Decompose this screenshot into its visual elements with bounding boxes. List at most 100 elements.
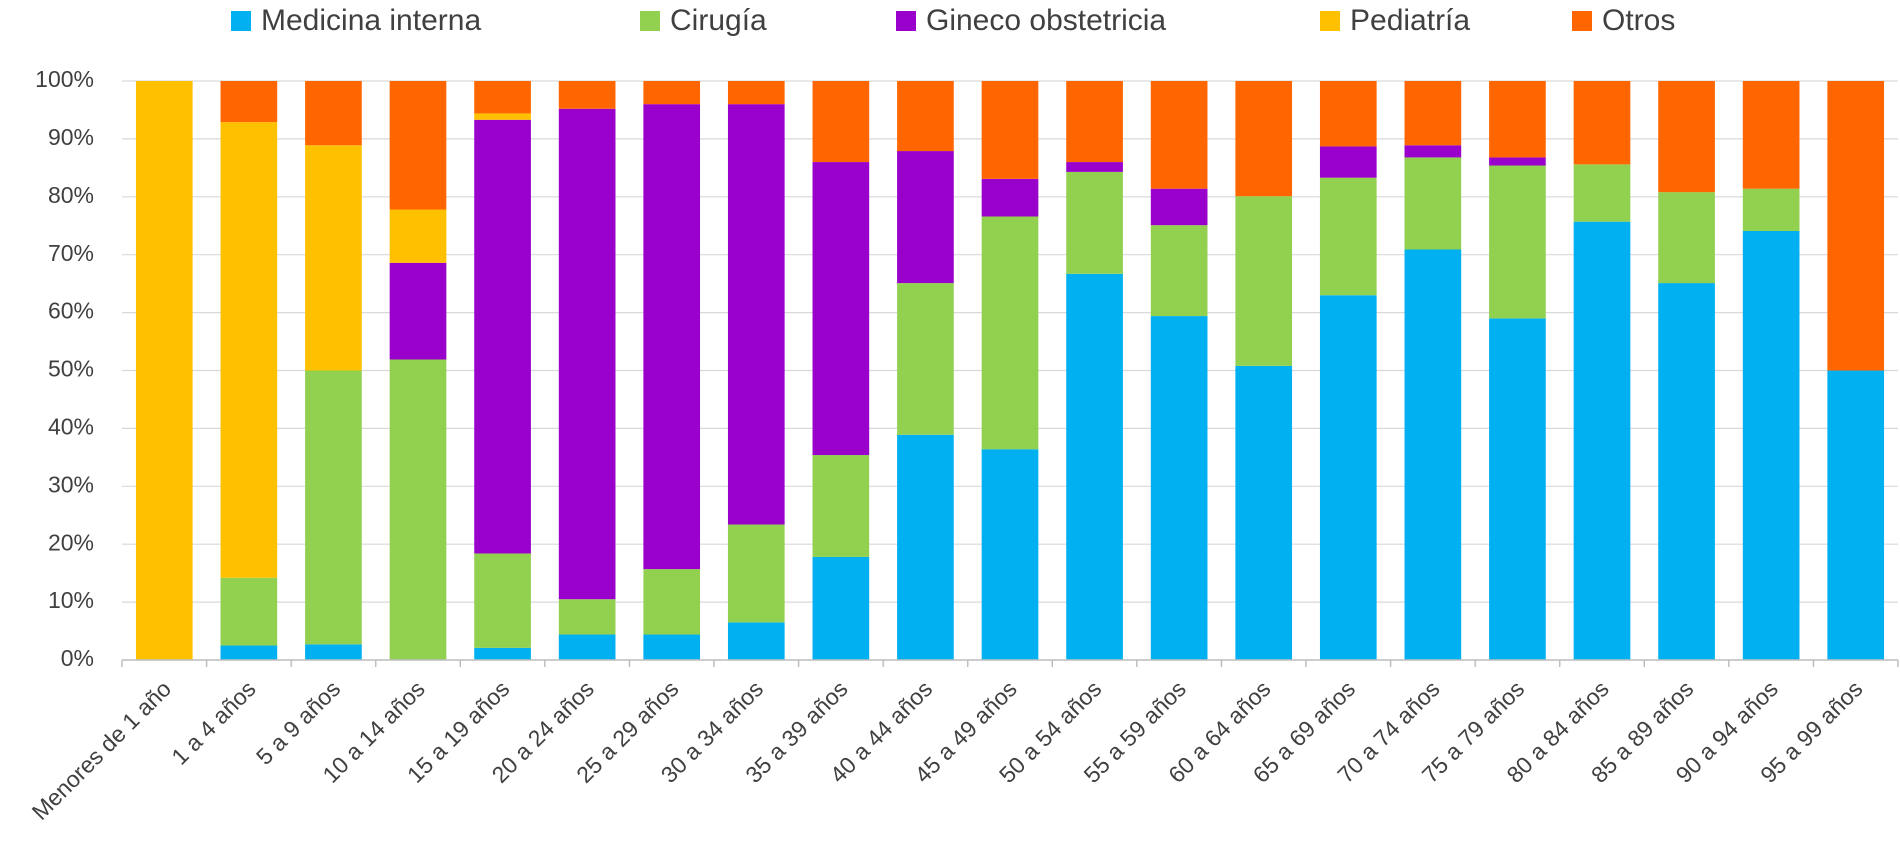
legend-swatch [1572,11,1592,31]
bar-segment [1319,177,1377,296]
bar-segment [812,556,870,660]
bar-segment [1066,81,1123,163]
bar-segment [389,81,447,210]
bar-segment [812,81,870,163]
bar-segment [220,645,278,660]
bar-segment [1573,81,1631,165]
bar-segment [643,81,701,105]
bar-segment [897,283,954,435]
bar-segment [981,449,1039,660]
bar-segment [558,81,616,109]
bar-segment [1235,81,1293,197]
bar-segment [558,599,616,635]
bar-segment [981,81,1039,179]
bar-segment [558,108,616,600]
bar-segment [474,81,531,114]
bar-segment [1150,225,1208,317]
y-tick-label: 40% [48,413,94,439]
bar-segment [812,455,870,557]
bar-segment [1066,273,1123,660]
bar-segment [1742,188,1800,231]
bar-segment [1489,318,1546,660]
y-tick-label: 90% [48,124,94,150]
bar-segment [220,577,278,646]
bar-segment [727,81,785,105]
bar-segment [1235,365,1293,660]
bar-segment [135,81,193,660]
bar-segment [1319,295,1377,660]
x-tick-label: 1 a 4 años [166,675,260,769]
legend-swatch [231,11,251,31]
bar-segment [1573,221,1631,660]
bar-segment [1404,81,1462,146]
y-tick-label: 30% [48,471,94,497]
legend-label: Otros [1602,4,1675,37]
bar-segment [474,553,531,648]
bar-segment [1742,81,1800,189]
bar-segment [981,178,1039,217]
bar-segment [1404,157,1462,250]
legend-label: Cirugía [670,4,767,37]
bar-segment [1150,316,1208,660]
bar-segment [1489,165,1546,319]
bar-segment [727,622,785,660]
bar-segment [1658,283,1715,660]
y-tick-label: 50% [48,356,94,382]
bar-segment [897,434,954,660]
y-tick-label: 80% [48,182,94,208]
bar-segment [305,644,362,660]
bar-segment [1150,81,1208,189]
bar-segment [220,122,278,578]
bar-segment [389,359,447,660]
bar-segment [389,262,447,360]
y-tick-label: 10% [48,587,94,613]
bar-segment [1658,192,1715,284]
bar-segment [1658,81,1715,193]
x-tick-label: Menores de 1 año [27,675,176,824]
bar-segment [474,119,531,554]
bar-segment [1319,146,1377,178]
bar-segment [1150,188,1208,226]
bar-segment [305,145,362,371]
bar-segment [1404,249,1462,660]
bar-segment [643,569,701,635]
bar-segment [1827,81,1885,371]
bar-segment [1489,157,1546,166]
bar-segment [727,104,785,525]
bar-segment [305,370,362,645]
bar-segment [474,647,531,660]
legend-swatch [640,11,660,31]
legend-label: Medicina interna [261,4,481,37]
bar-segment [1235,196,1293,366]
y-tick-label: 70% [48,240,94,266]
bar-segment [897,151,954,284]
bar-segment [1404,145,1462,158]
bar-segment [812,162,870,456]
legend-label: Pediatría [1350,4,1470,37]
bar-segment [897,81,954,152]
bar-segment [1066,171,1123,274]
bar-segment [1319,81,1377,147]
bar-segment [1742,230,1800,660]
legend-label: Gineco obstetricia [926,4,1166,37]
bar-segment [220,81,278,123]
bar-segment [389,209,447,263]
bar-segment [474,113,531,120]
y-tick-label: 100% [35,66,94,92]
y-tick-label: 20% [48,529,94,555]
bar-segment [1489,81,1546,158]
bar-segment [727,524,785,623]
bar-segment [1827,370,1885,660]
legend-swatch [1320,11,1340,31]
bar-segment [981,216,1039,450]
bar-segment [643,104,701,570]
legend-swatch [896,11,916,31]
bar-segment [1573,164,1631,222]
y-tick-label: 60% [48,298,94,324]
y-tick-label: 0% [61,645,94,671]
bar-segment [558,634,616,660]
bar-segment [643,634,701,660]
bar-segment [305,81,362,146]
